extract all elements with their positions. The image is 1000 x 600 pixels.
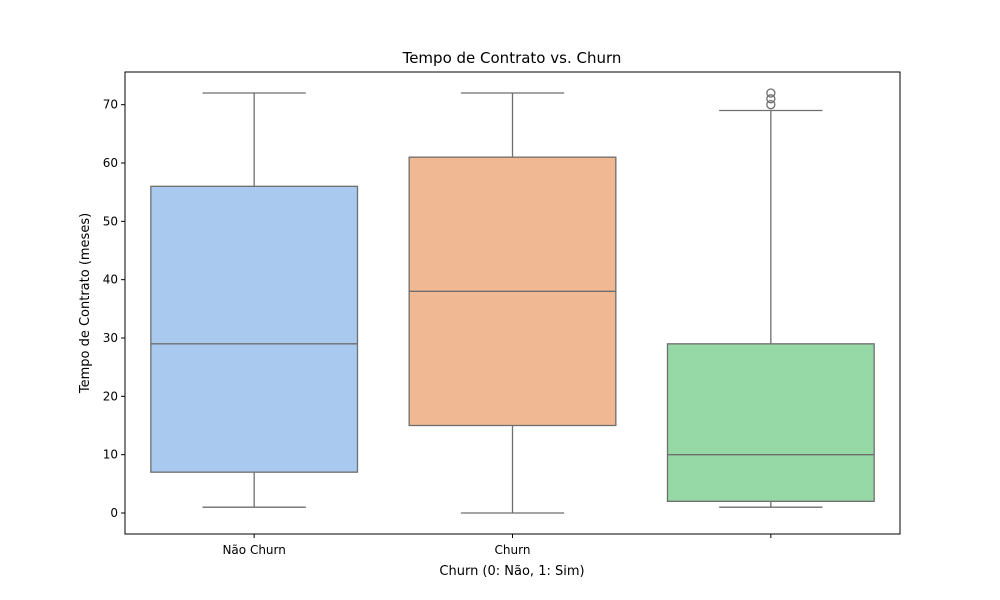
y-axis-label: Tempo de Contrato (meses) [78,213,93,394]
box-group [666,88,875,508]
box-group [150,92,359,508]
box-iqr [666,343,875,502]
y-tick-label: 10 [103,448,118,462]
x-axis: Não Churn Churn [222,534,772,557]
y-tick-label: 60 [103,156,118,170]
y-tick-label: 70 [103,98,118,112]
box-group [408,92,617,514]
y-tick-label: 20 [103,389,118,403]
y-tick-label: 30 [103,331,118,345]
outlier-point [766,88,776,98]
x-axis-label: Churn (0: Não, 1: Sim) [439,564,584,579]
chart-title: Tempo de Contrato vs. Churn [402,49,622,67]
y-tick-label: 40 [103,273,118,287]
box-iqr [150,185,359,473]
x-tick-label: Não Churn [222,543,285,557]
y-tick-label: 0 [110,506,118,520]
outlier-point [766,100,776,110]
plot-area [150,88,875,514]
x-tick-label: Churn [495,543,531,557]
y-tick-label: 50 [103,214,118,228]
outlier-point [766,94,776,104]
y-axis: 0 10 20 30 40 50 60 70 [103,98,125,520]
